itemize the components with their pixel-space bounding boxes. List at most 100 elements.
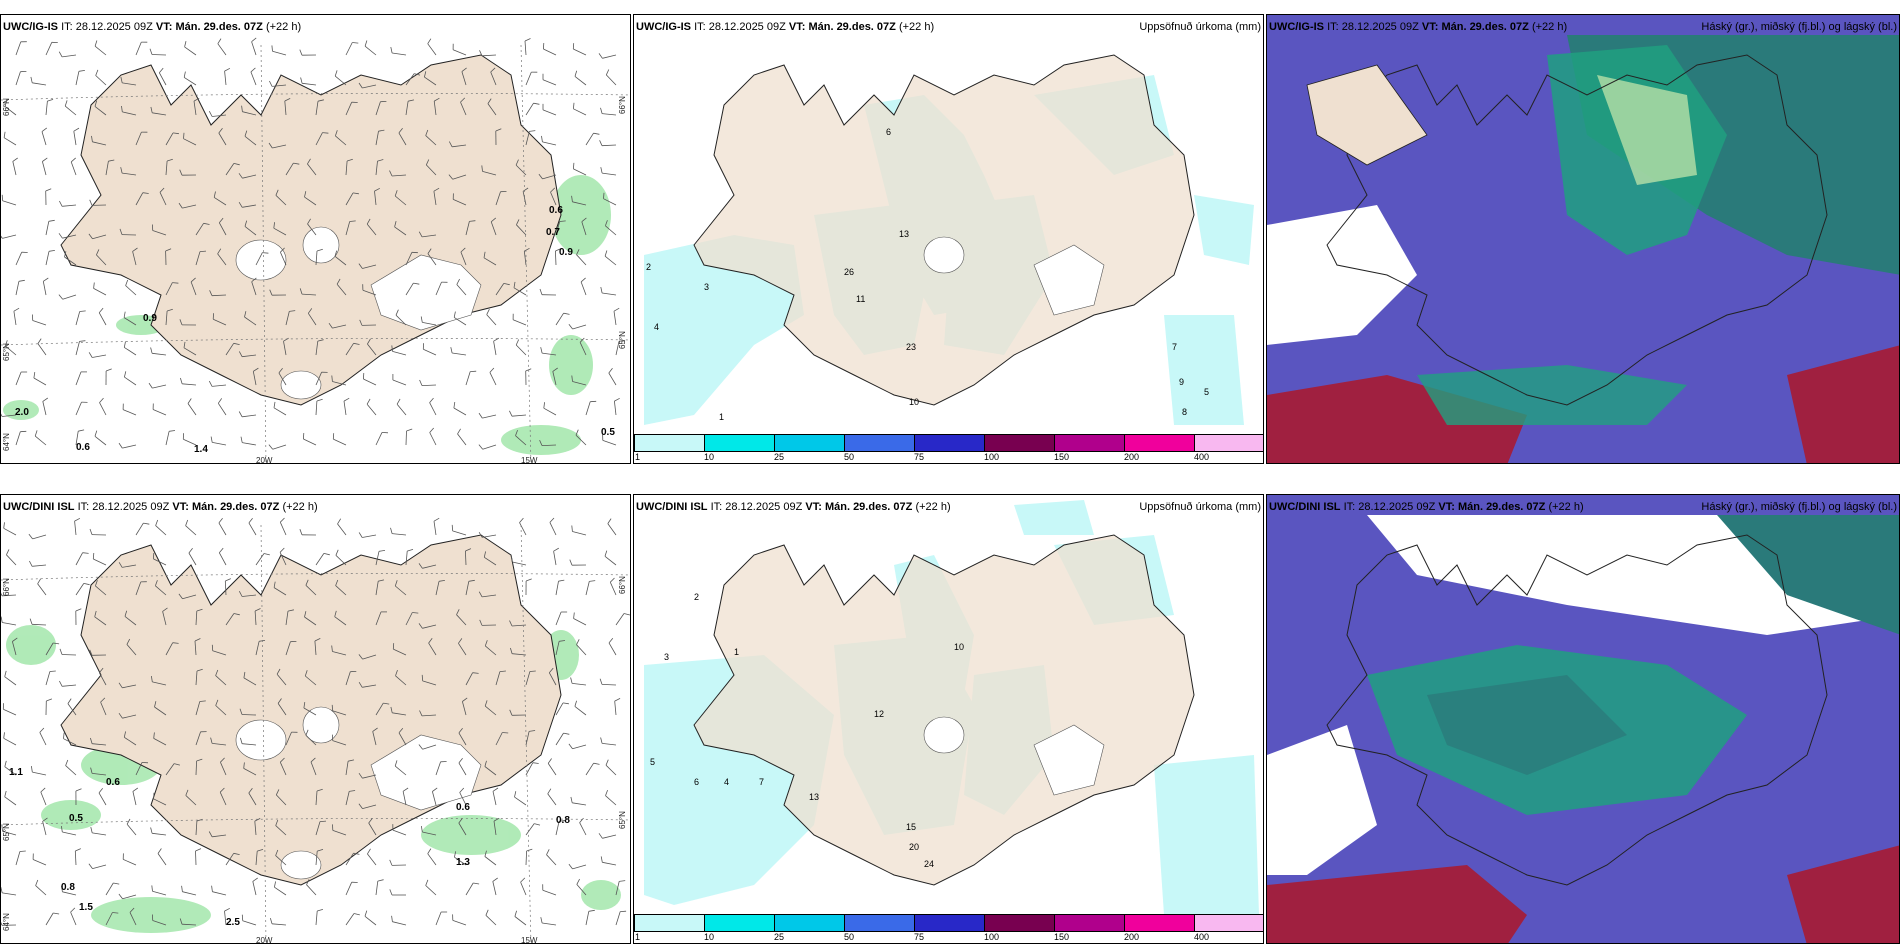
- wind-barb: [375, 131, 379, 146]
- wind-barb: [195, 760, 197, 776]
- wind-barb: [273, 407, 287, 416]
- wind-barb: [362, 774, 377, 779]
- wind-barb: [218, 552, 227, 566]
- wind-barb: [183, 347, 197, 356]
- wind-barb-feather: [377, 879, 384, 882]
- wind-barb: [555, 821, 560, 836]
- wind-barb: [32, 534, 47, 540]
- wind-barb: [574, 76, 587, 86]
- value-label: 0.5: [601, 427, 615, 438]
- wind-barb: [194, 640, 197, 656]
- vt-label: VT:: [1438, 501, 1455, 513]
- wind-barb: [31, 623, 47, 626]
- wind-barb: [277, 703, 287, 716]
- wind-barb: [375, 101, 381, 116]
- wind-barb: [422, 564, 437, 569]
- precip-value: 3: [664, 652, 669, 662]
- wind-barb: [152, 230, 167, 236]
- wind-barb-feather: [603, 192, 605, 199]
- model-name: UWC/DINI ISL: [3, 501, 75, 513]
- wind-barb-feather: [300, 77, 303, 84]
- value-label: 0.7: [546, 227, 560, 238]
- wind-barb-feather: [78, 429, 85, 432]
- wind-barb-feather: [18, 279, 25, 282]
- wind-barb-feather: [303, 702, 306, 709]
- wind-barb-feather: [273, 222, 275, 229]
- colorbar-segment: [845, 435, 915, 451]
- panel-title: UWC/IG-IS IT: 28.12.2025 09Z VT: Mán. 29…: [636, 21, 934, 33]
- wind-barb: [92, 743, 107, 746]
- wind-barb: [345, 852, 354, 866]
- wind-barb-feather: [588, 909, 595, 912]
- wind-barb: [62, 234, 77, 239]
- wind-barb-feather: [334, 250, 338, 257]
- precip-value: 6: [886, 127, 891, 137]
- wind-barb: [92, 773, 107, 776]
- wind-barb-feather: [75, 608, 82, 612]
- wind-barb-feather: [208, 380, 213, 387]
- wind-barb: [485, 915, 497, 926]
- wind-barb-feather: [484, 760, 487, 767]
- wind-barb-feather: [540, 347, 543, 354]
- wind-barb-feather: [433, 517, 440, 522]
- wind-barb: [549, 522, 557, 536]
- wind-barb: [95, 75, 107, 86]
- wind-barb: [15, 371, 22, 386]
- wind-barb: [555, 611, 562, 626]
- precip-value: 26: [844, 267, 854, 277]
- wind-barb: [224, 911, 227, 926]
- wind-barb-feather: [63, 732, 65, 739]
- wind-barb-feather: [248, 788, 253, 794]
- wind-barb: [105, 912, 113, 926]
- panel-title: UWC/IG-IS IT: 28.12.2025 09Z VT: Mán. 29…: [3, 21, 301, 33]
- wind-barb: [215, 705, 227, 716]
- wind-barb: [217, 253, 227, 266]
- wind-barb-feather: [88, 863, 93, 869]
- wind-barb-feather: [317, 849, 324, 852]
- wind-barb: [126, 644, 137, 656]
- wind-barb: [315, 341, 319, 356]
- wind-barb-feather: [364, 40, 368, 47]
- wind-barb: [212, 114, 227, 117]
- wind-barb-feather: [196, 758, 203, 762]
- wind-barb-feather: [419, 710, 423, 717]
- wind-barb-feather: [248, 517, 253, 524]
- wind-barb: [482, 534, 497, 538]
- wind-barb-feather: [46, 698, 53, 702]
- wind-barb-feather: [181, 885, 183, 892]
- wind-barb: [435, 281, 442, 296]
- wind-barb-feather: [279, 547, 285, 553]
- wind-barb: [45, 221, 50, 236]
- wind-barb: [454, 856, 467, 866]
- wind-barb-feather: [547, 788, 552, 795]
- wind-barb: [511, 414, 527, 417]
- wind-barb: [212, 834, 227, 838]
- wind-barb: [213, 197, 227, 206]
- wind-barb-feather: [418, 563, 423, 569]
- wind-barb: [402, 791, 407, 806]
- colorbar-tick: 150: [1054, 452, 1070, 462]
- lat-label: 66°N: [2, 98, 11, 116]
- wind-barb: [12, 161, 17, 176]
- wind-barb-feather: [468, 579, 475, 582]
- wind-barb: [427, 853, 437, 866]
- wind-barb-feather: [12, 157, 18, 162]
- wind-barb-feather: [509, 410, 513, 417]
- wind-barb: [429, 402, 437, 416]
- panel-title: UWC/DINI ISL IT: 28.12.2025 09Z VT: Mán.…: [3, 501, 318, 513]
- wind-barb: [482, 444, 497, 450]
- wind-barb-feather: [75, 848, 81, 852]
- wind-barb-feather: [310, 757, 316, 763]
- wind-barb-feather: [224, 67, 231, 72]
- wind-barb-feather: [159, 187, 165, 193]
- wind-barb-feather: [155, 580, 158, 586]
- wind-barb: [242, 594, 257, 597]
- wind-barb: [514, 796, 527, 806]
- wind-barb: [605, 795, 617, 806]
- wind-barb-feather: [94, 40, 98, 47]
- wind-barb-feather: [119, 228, 123, 235]
- wind-barb: [372, 731, 377, 746]
- wind-barb: [422, 234, 437, 238]
- precip-value: 5: [1204, 387, 1209, 397]
- wind-barb-feather: [94, 100, 98, 107]
